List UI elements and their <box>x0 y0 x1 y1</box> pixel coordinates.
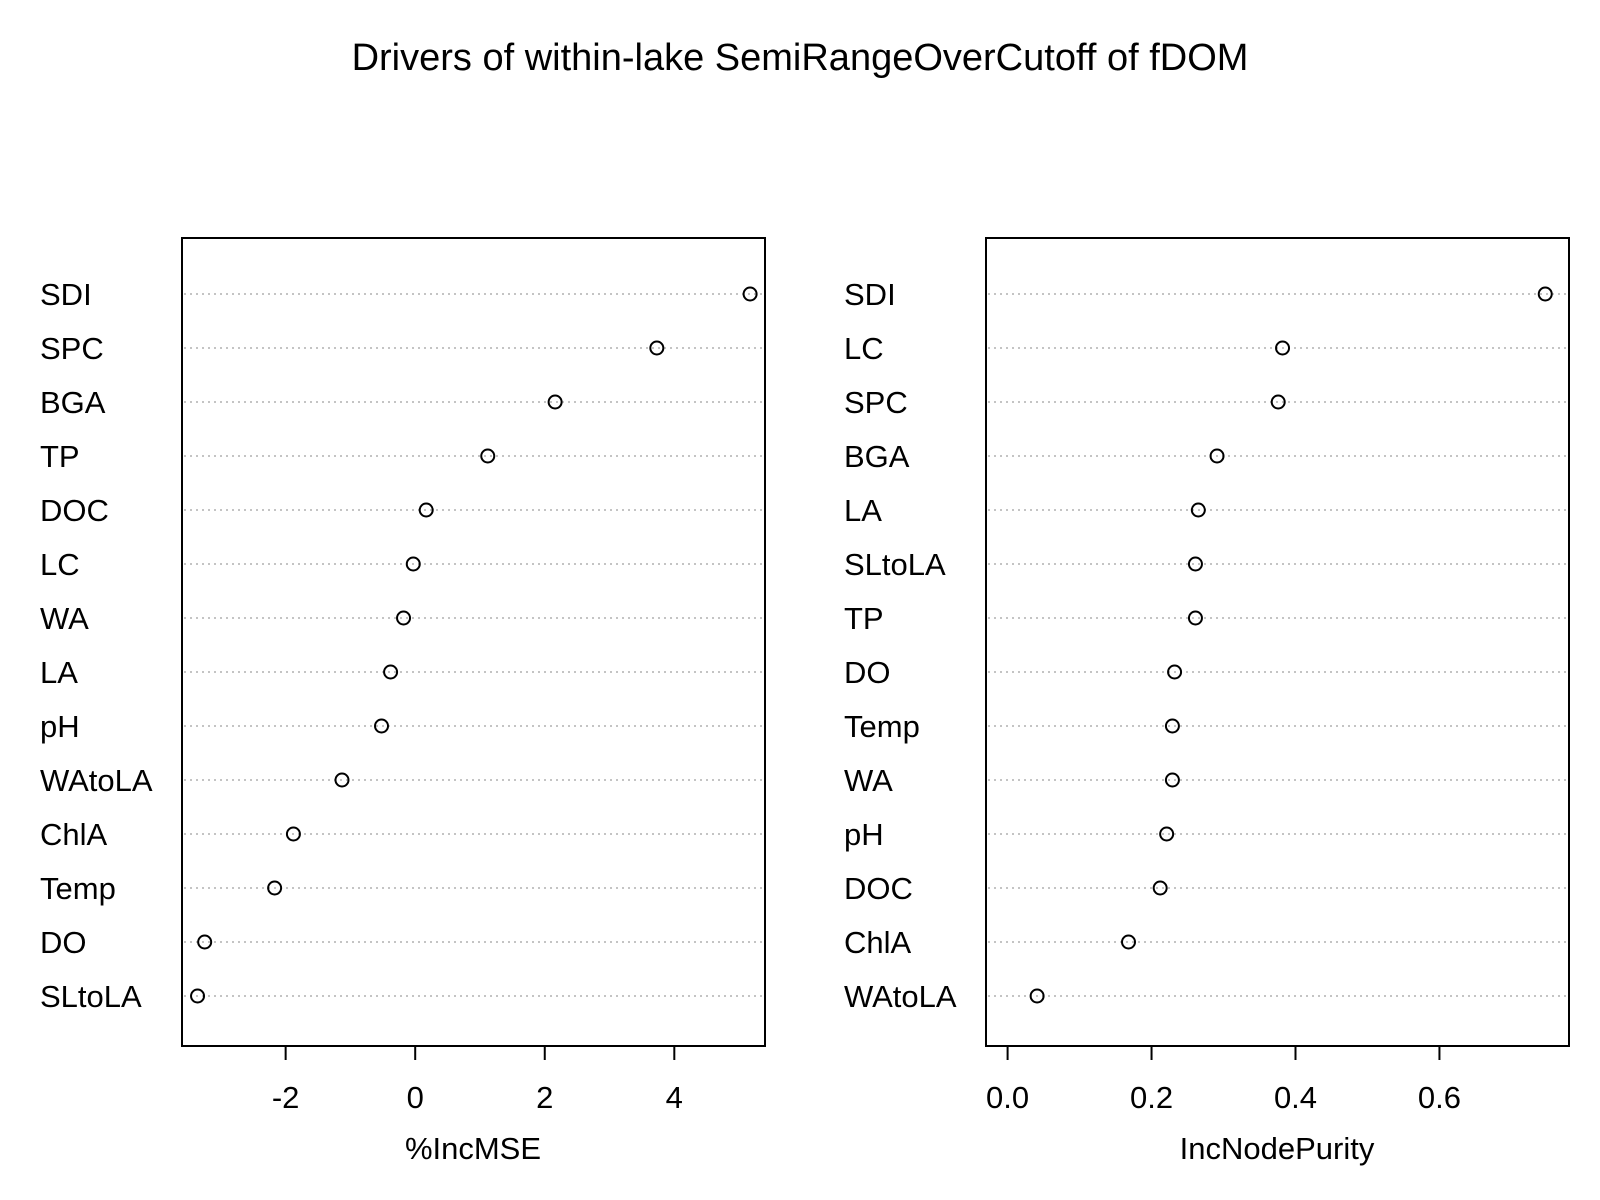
x-tick-label: 0 <box>407 1080 424 1115</box>
data-point <box>1537 286 1553 302</box>
x-axis-label: %IncMSE <box>405 1131 541 1166</box>
category-label: BGA <box>844 439 910 474</box>
category-label: WA <box>844 763 893 798</box>
x-tick-label: 0.4 <box>1274 1080 1317 1115</box>
category-label: Temp <box>40 871 116 906</box>
data-point <box>1190 502 1206 518</box>
category-label: Temp <box>844 709 920 744</box>
category-label: BGA <box>40 385 106 420</box>
category-label: SDI <box>844 277 896 312</box>
data-point <box>1029 988 1045 1004</box>
data-point <box>1152 880 1168 896</box>
x-tick-label: 2 <box>536 1080 553 1115</box>
category-label: DO <box>844 655 891 690</box>
category-label: SLtoLA <box>844 547 946 582</box>
data-point <box>1209 448 1225 464</box>
data-point <box>1164 718 1180 734</box>
data-point <box>1187 610 1203 626</box>
plot-frame <box>181 237 766 1047</box>
category-label: WAtoLA <box>40 763 153 798</box>
data-point <box>374 718 390 734</box>
category-label: pH <box>844 817 884 852</box>
data-point <box>1275 340 1291 356</box>
data-point <box>742 286 758 302</box>
chart-title: Drivers of within-lake SemiRangeOverCuto… <box>352 37 1249 79</box>
data-point <box>418 502 434 518</box>
category-label: WAtoLA <box>844 979 957 1014</box>
category-label: ChlA <box>40 817 108 852</box>
data-point <box>267 880 283 896</box>
data-point <box>197 934 213 950</box>
data-point <box>1167 664 1183 680</box>
category-label: TP <box>844 601 884 636</box>
data-point <box>405 556 421 572</box>
x-axis-label: IncNodePurity <box>1180 1131 1375 1166</box>
data-point <box>649 340 665 356</box>
x-tick-label: 4 <box>666 1080 683 1115</box>
category-label: SPC <box>844 385 908 420</box>
data-point <box>285 826 301 842</box>
x-tick-label: -2 <box>272 1080 300 1115</box>
data-point <box>396 610 412 626</box>
data-point <box>1164 772 1180 788</box>
data-point <box>480 448 496 464</box>
data-point <box>1159 826 1175 842</box>
category-label: LA <box>844 493 882 528</box>
x-tick-label: 0.0 <box>986 1080 1029 1115</box>
category-label: DOC <box>844 871 913 906</box>
category-label: DO <box>40 925 87 960</box>
data-point <box>190 988 206 1004</box>
data-point <box>383 664 399 680</box>
category-label: DOC <box>40 493 109 528</box>
data-point <box>1270 394 1286 410</box>
category-label: SLtoLA <box>40 979 142 1014</box>
plot-frame <box>985 237 1570 1047</box>
category-label: WA <box>40 601 89 636</box>
x-tick-label: 0.6 <box>1418 1080 1461 1115</box>
data-point <box>547 394 563 410</box>
category-label: TP <box>40 439 80 474</box>
category-label: ChlA <box>844 925 912 960</box>
category-label: SPC <box>40 331 104 366</box>
data-point <box>1187 556 1203 572</box>
category-label: LC <box>40 547 80 582</box>
panel-incnodepurity: SDI LC SPC BGA LA SLtoLA TP DO Temp WA pH DOC ChlA WA… <box>844 237 1570 1166</box>
panel-incmse: SDI SPC BGA TP DOC LC WA LA pH WAtoLA ChlA Temp DO SL… <box>40 237 766 1166</box>
category-label: SDI <box>40 277 92 312</box>
x-tick-label: 0.2 <box>1130 1080 1173 1115</box>
category-label: pH <box>40 709 80 744</box>
data-point <box>1121 934 1137 950</box>
category-label: LC <box>844 331 884 366</box>
data-point <box>334 772 350 788</box>
category-label: LA <box>40 655 78 690</box>
